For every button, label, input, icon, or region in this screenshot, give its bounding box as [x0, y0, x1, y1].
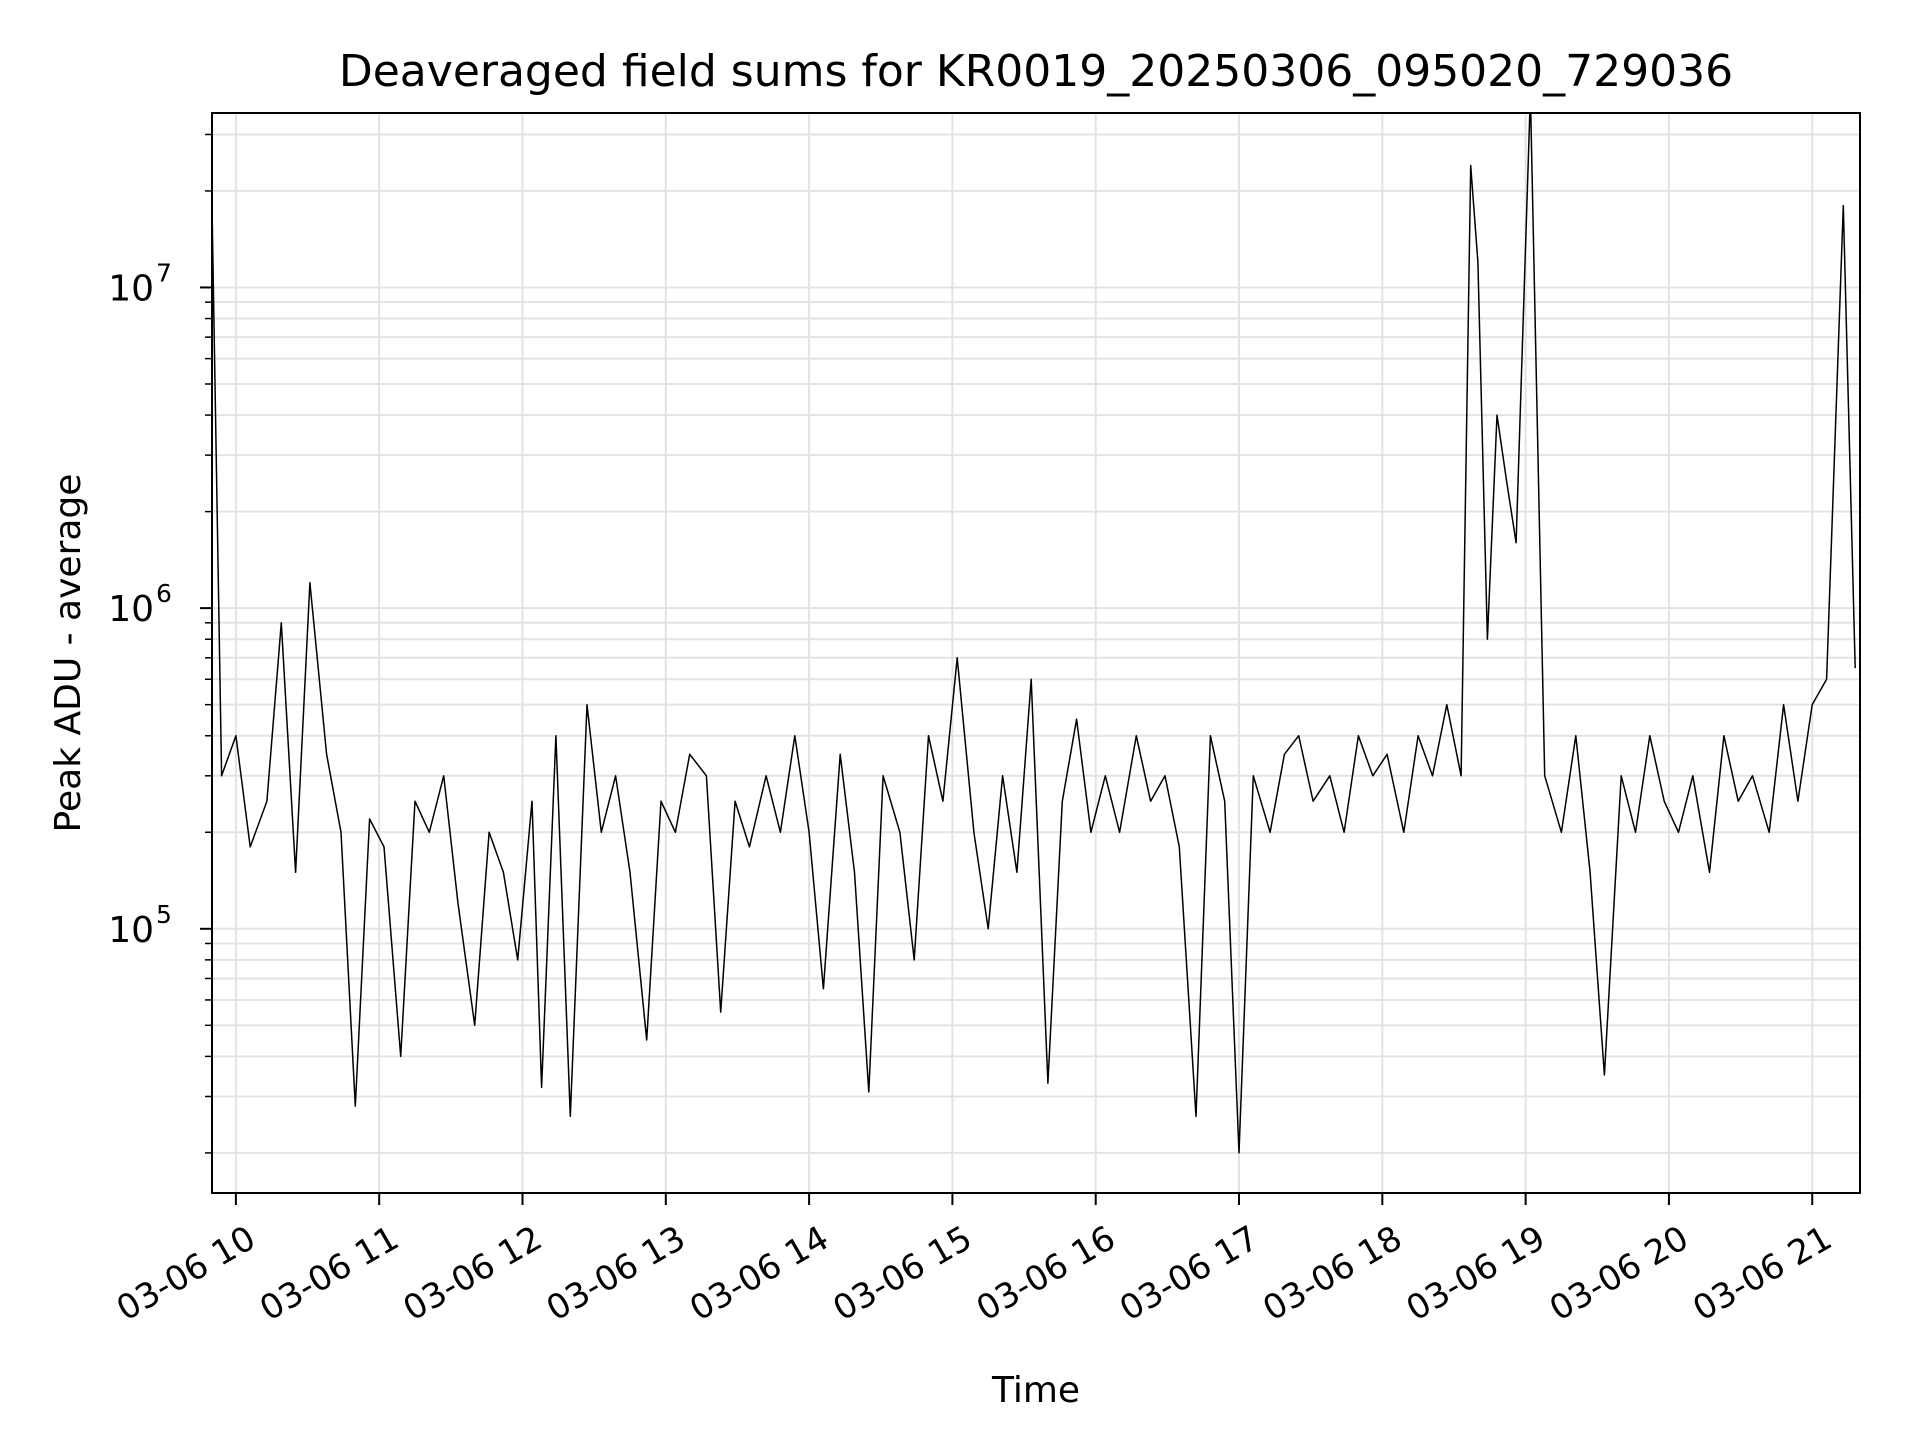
x-tick-label: 03-06 13 [540, 1218, 692, 1329]
x-tick-label: 03-06 15 [827, 1218, 979, 1329]
x-tick-label: 03-06 21 [1686, 1218, 1838, 1329]
chart-title: Deaveraged field sums for KR0019_2025030… [339, 46, 1733, 97]
plot-frame [211, 112, 1861, 1194]
x-tick-label: 03-06 20 [1543, 1218, 1695, 1329]
y-tick-label: 10 6 [108, 579, 172, 630]
y-tick-label-base: 10 [108, 268, 154, 309]
series-line-0 [212, 113, 1856, 1154]
x-axis-label: Time [991, 1370, 1080, 1411]
x-tick-label: 03-06 17 [1113, 1218, 1265, 1329]
series-layer [212, 113, 1856, 1154]
x-tick-label: 03-06 14 [683, 1218, 835, 1329]
y-tick-label: 10 7 [108, 258, 172, 309]
y-tick-label-exponent: 6 [156, 579, 172, 608]
x-tick-label: 03-06 18 [1256, 1218, 1408, 1329]
x-tick-label: 03-06 11 [253, 1218, 405, 1329]
x-tick-label: 03-06 16 [970, 1218, 1122, 1329]
y-tick-label: 10 5 [108, 900, 172, 951]
y-tick-label-exponent: 7 [156, 258, 172, 287]
grid-layer [212, 113, 1860, 1193]
y-tick-label-exponent: 5 [156, 900, 172, 929]
y-tick-label-base: 10 [108, 589, 154, 630]
y-axis-label: Peak ADU - average [48, 474, 89, 833]
x-tick-label: 03-06 19 [1400, 1218, 1552, 1329]
y-tick-label-base: 10 [108, 910, 154, 951]
x-tick-label: 03-06 10 [110, 1218, 262, 1329]
x-tick-label: 03-06 12 [397, 1218, 549, 1329]
